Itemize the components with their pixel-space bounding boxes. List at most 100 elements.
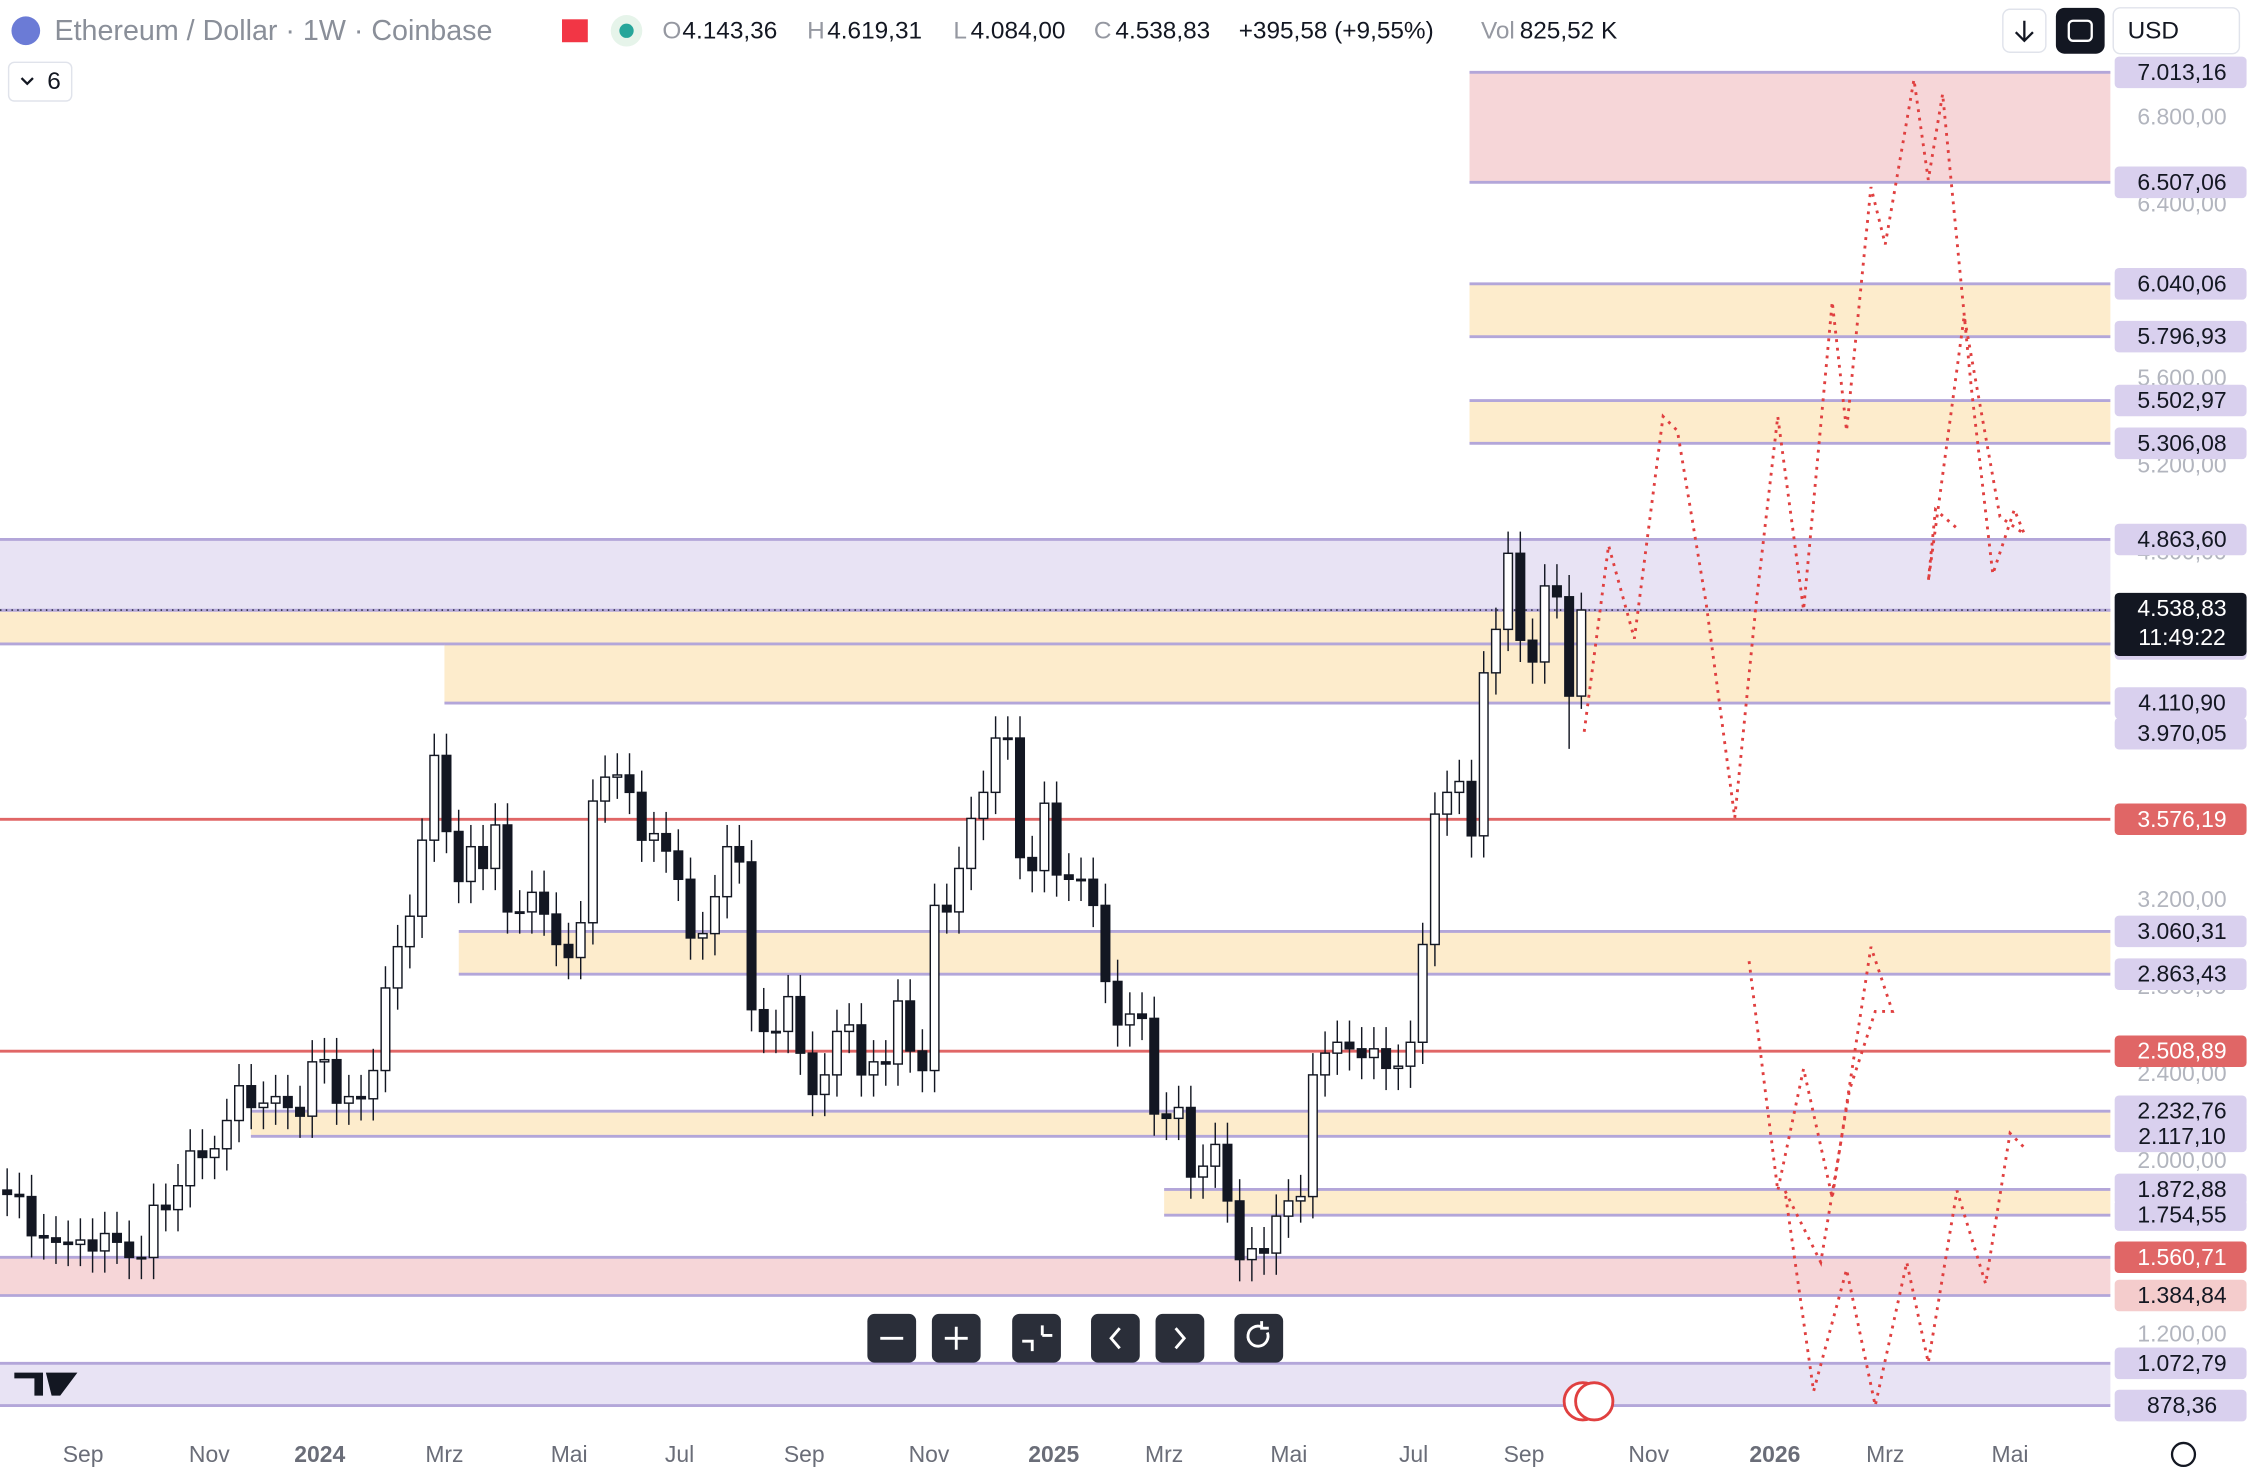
candle-body [1515,552,1526,641]
level-label-bg [2114,1199,2247,1231]
ohlc-label: O [662,18,681,45]
settings-icon[interactable] [2170,1441,2197,1468]
y-tick-label: 6.800,00 [2137,104,2226,130]
candle-body [1551,585,1562,598]
last-price-label: 4.538,83 [2137,595,2226,621]
level-label-bg [2114,1173,2247,1206]
refresh-button[interactable] [1234,1313,1284,1363]
nav-controls [867,1313,1284,1363]
reset-zoom-button[interactable] [1012,1313,1061,1363]
candle-body [307,1061,318,1117]
candle-body [953,867,965,913]
x-tick-label: Nov [909,1441,950,1467]
refresh-icon [1246,1321,1270,1348]
candle-body [270,1095,281,1104]
scroll-right-button[interactable] [1155,1313,1205,1363]
candle-body [783,995,794,1033]
left-icon [1109,1327,1121,1350]
level-label: 2.117,10 [2138,1123,2226,1149]
candle-body [63,1241,74,1246]
candle-body [1027,856,1038,872]
candle-body [343,1095,354,1104]
level-label: 3.576,19 [2137,806,2226,832]
candle-body [966,817,977,870]
candle-body [124,1241,135,1259]
level-label: 5.796,93 [2137,323,2226,349]
candle-body [1417,943,1428,1043]
candle-body [258,1102,269,1109]
ohlc-value: 4.084,00 [971,18,1066,45]
level-label: 1.754,55 [2137,1202,2226,1228]
candle-body [600,776,611,802]
candle-body [246,1085,257,1109]
candle-body [441,754,452,833]
level-label-bg [2114,717,2247,750]
candle-body [1222,1143,1233,1202]
candle-body [1564,596,1575,697]
candle-body [892,1000,903,1065]
currency-select[interactable] [2112,7,2241,55]
candle-body [160,1204,171,1211]
indicator-toggle[interactable] [7,61,73,102]
chevron-icon [20,77,34,86]
x-tick-label: Mai [1992,1441,2029,1467]
candle-body [722,845,733,898]
candle-body [368,1069,379,1100]
candle-body [1393,1065,1404,1070]
candle-body [429,754,440,841]
level-label: 3.060,31 [2137,918,2226,944]
x-tick-label: Mai [1270,1441,1307,1467]
level-label-bg [2114,384,2247,417]
zone [0,610,2111,644]
candle-body [758,1008,769,1033]
symbol: Ethereum / Dollar · 1W · Coinbase [54,15,492,47]
candle-body [1210,1143,1221,1167]
candle-body [563,943,574,959]
level-label: 2.508,89 [2137,1038,2226,1064]
x-tick-label: Mrz [1866,1441,1904,1467]
candle-body [1442,791,1453,815]
level-label-bg [2114,915,2247,948]
candle-body [87,1239,98,1252]
candle-body [148,1204,159,1259]
candle-body [1039,802,1050,872]
plot-area [0,70,2111,1408]
level-label: 4.110,90 [2138,690,2226,716]
event-icon[interactable] [1574,1381,1615,1422]
candle-body [819,1074,830,1096]
x-tick-label: Sep [1504,1441,1545,1467]
currency: USD [2128,18,2179,45]
candle-body [1576,609,1587,697]
candle-body [356,1095,367,1100]
candle-body [197,1150,208,1159]
candle-body [868,1061,879,1076]
candle-body [1503,552,1514,631]
candle-body [1234,1200,1245,1261]
candle-body [478,845,489,870]
ohlc-value: 4.619,31 [827,18,922,45]
indicator-count: 6 [47,68,61,95]
candle-body [221,1119,232,1150]
level-label: 2.863,43 [2137,961,2226,987]
level-label-bg [2114,1347,2247,1380]
scroll-left-button[interactable] [1091,1313,1140,1363]
candle-body [295,1106,306,1117]
level-label: 1.384,84 [2137,1282,2226,1308]
candle-body [1100,904,1111,983]
candle-body [929,904,940,1072]
candle-body [1124,1013,1135,1026]
candle-body [539,891,550,915]
candle-body [417,839,428,917]
level-label: 878,36 [2147,1392,2217,1418]
ohlc-label: L [953,18,967,45]
zone [444,643,2111,704]
flag-icon[interactable] [562,19,588,43]
fullscreen-button[interactable] [2055,7,2105,54]
candle-body [648,832,659,841]
level-label-bg [2114,803,2247,836]
ohlc-value: 4.143,36 [682,18,777,45]
level-label: 6.040,06 [2137,270,2226,296]
candle-body [1356,1048,1367,1059]
candle-body [917,1050,928,1072]
candle-body [612,774,623,778]
